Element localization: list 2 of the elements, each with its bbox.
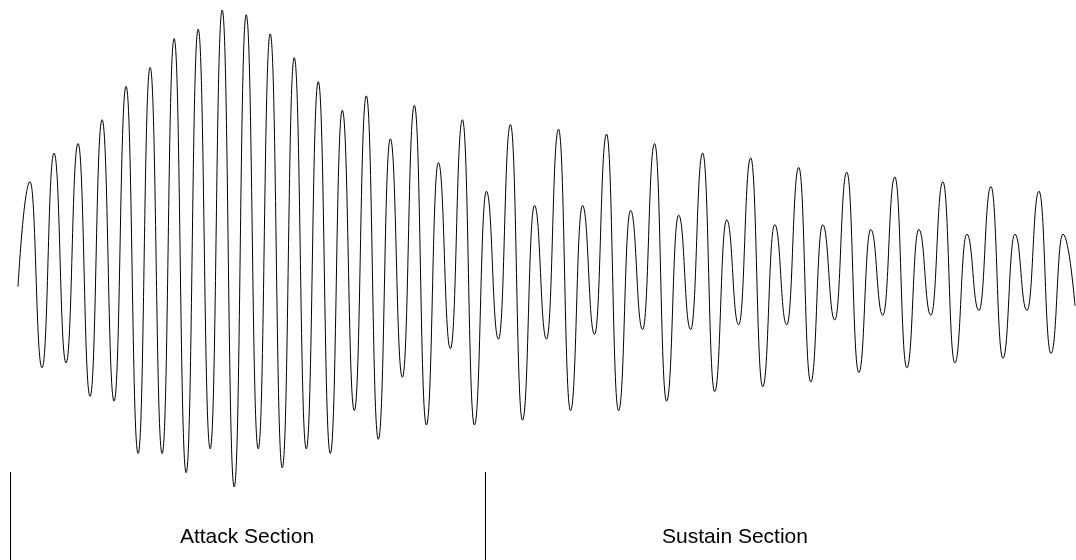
text: Attack Section (179, 523, 315, 547)
text: Sustain Section (662, 523, 808, 547)
